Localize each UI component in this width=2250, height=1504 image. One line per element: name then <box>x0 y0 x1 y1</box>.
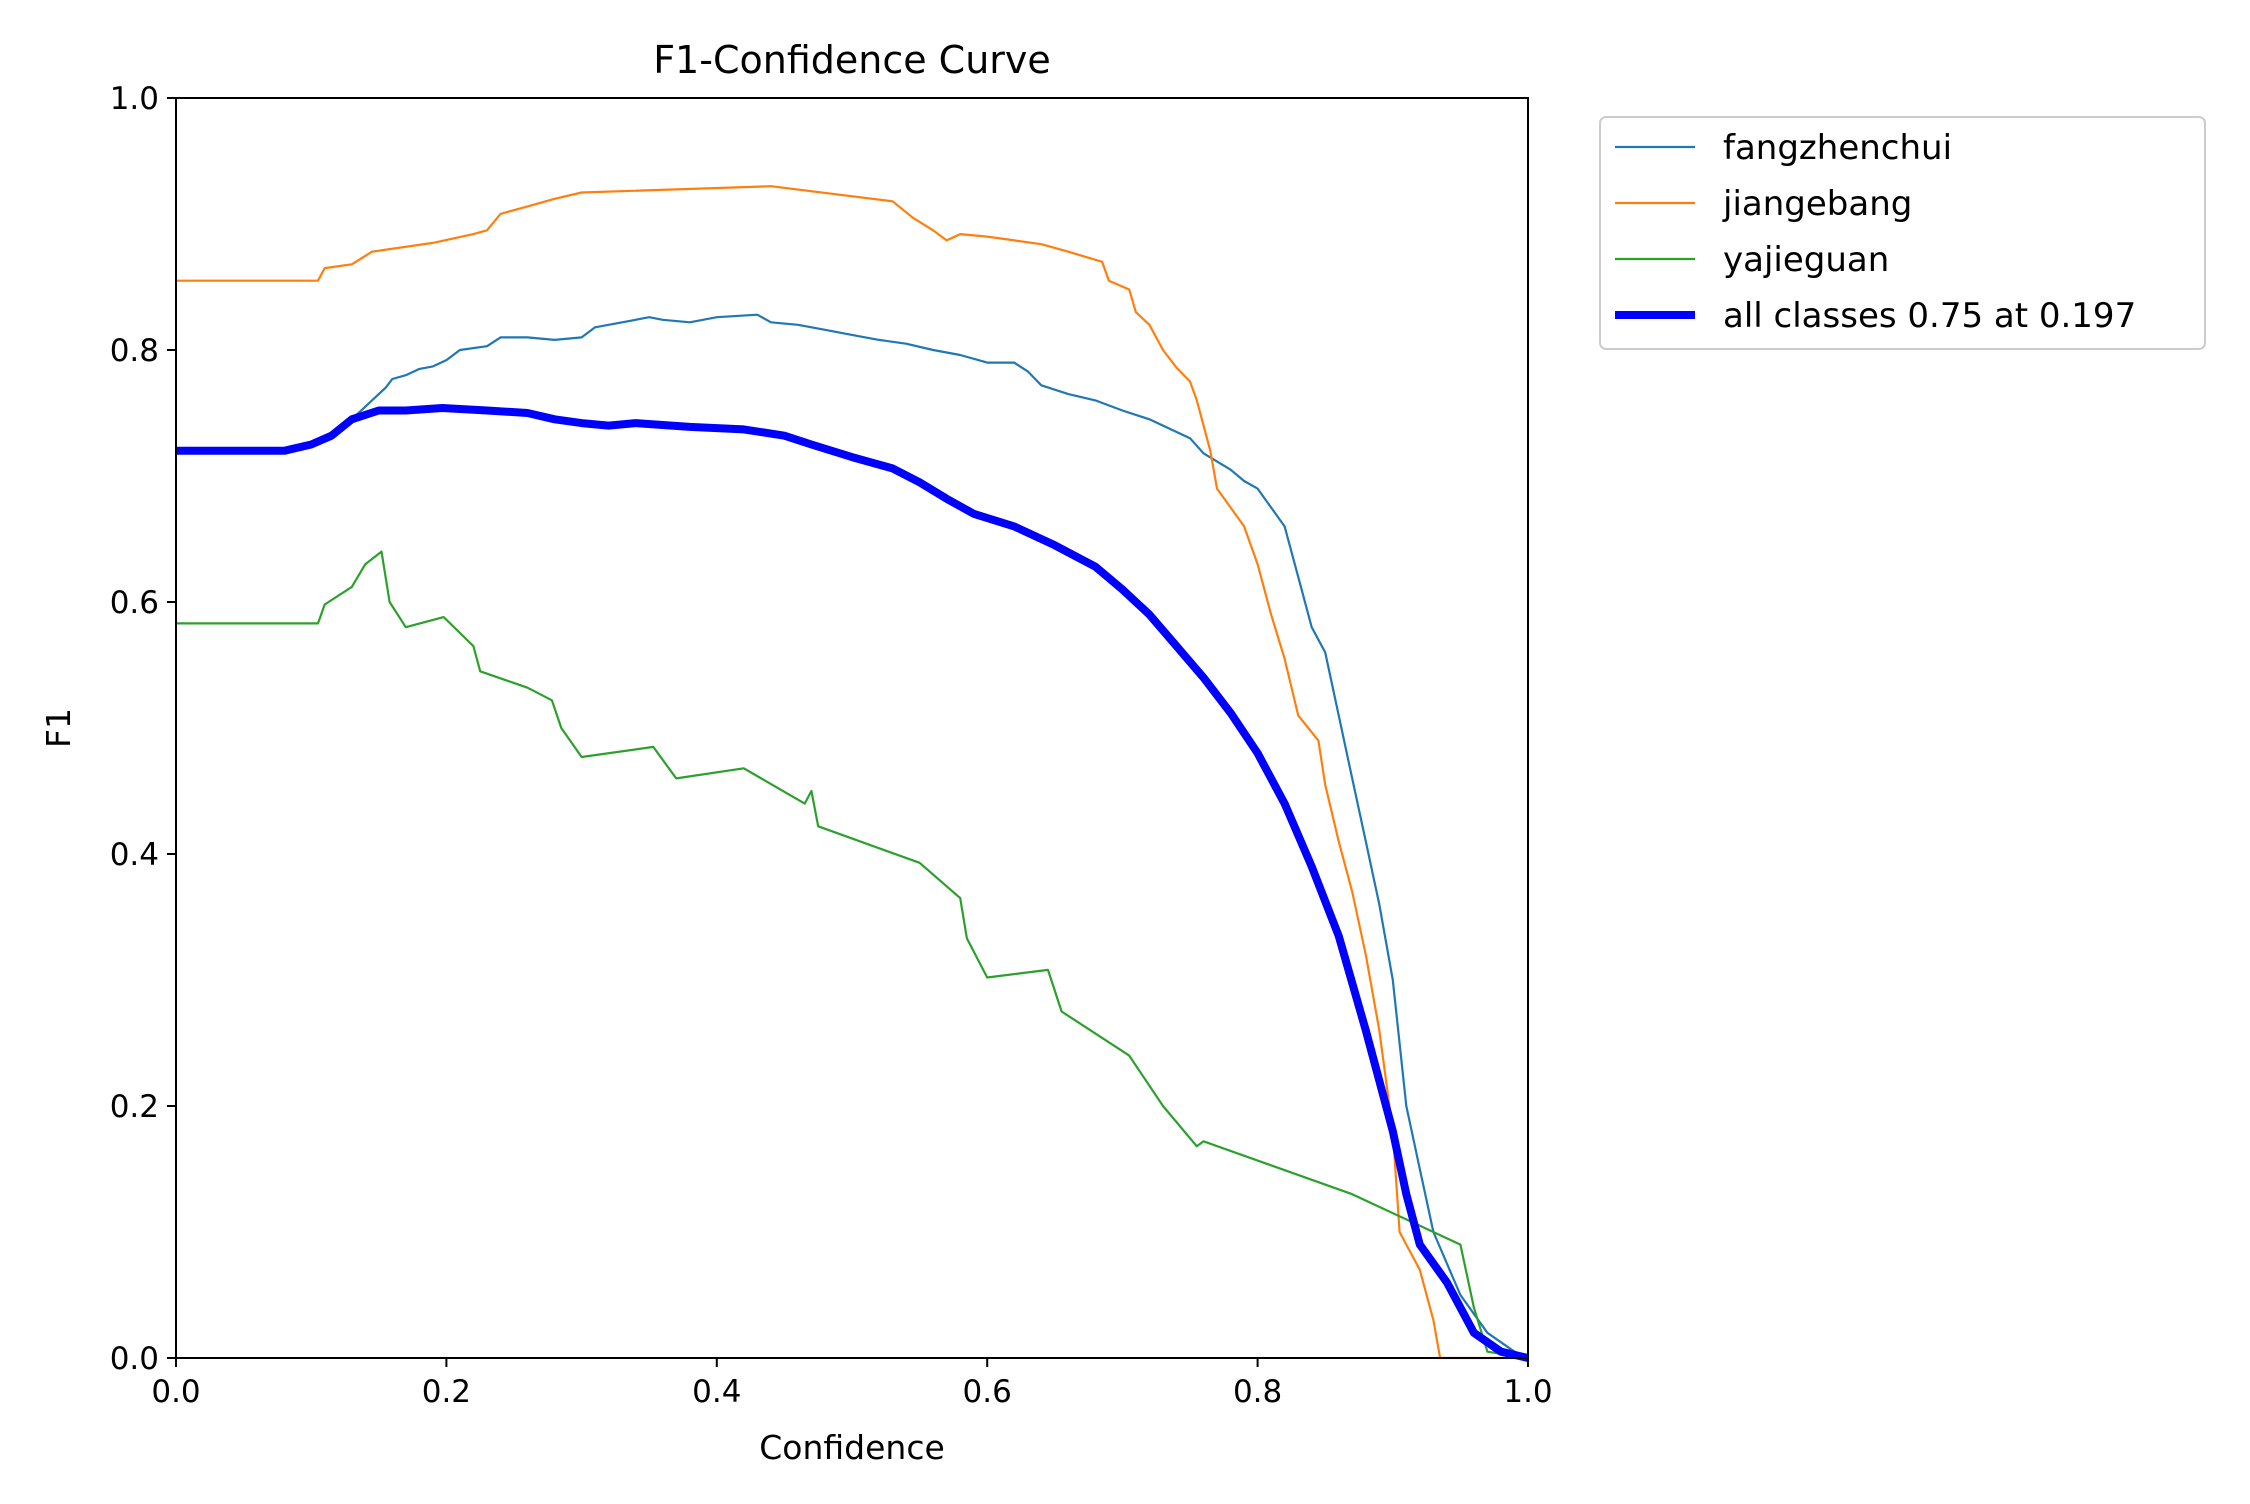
legend: fangzhenchui jiangebang yajieguan all class… <box>1599 116 2206 350</box>
y-tick-label: 0.4 <box>110 837 159 873</box>
x-tick-label: 0.4 <box>692 1374 741 1410</box>
series-line-yajieguan <box>176 550 1529 1360</box>
plot-frame <box>175 97 1529 1359</box>
y-tick-label: 0.8 <box>110 333 159 369</box>
series-layer <box>176 185 1529 1362</box>
y-tick-label: 1.0 <box>110 81 159 117</box>
x-tick-label: 0.0 <box>151 1374 200 1410</box>
x-tick-label: 1.0 <box>1503 1374 1552 1410</box>
series-line-jiangebang <box>176 185 1528 1360</box>
y-axis-ticks: 0.0 0.2 0.4 0.6 0.8 1.0 <box>110 81 176 1377</box>
legend-label-yajieguan: yajieguan <box>1723 240 1889 280</box>
legend-label-fangzhenchui: fangzhenchui <box>1723 128 1952 168</box>
legend-label-jiangebang: jiangebang <box>1722 184 1912 224</box>
legend-label-all-classes-0-75-at-0-197: all classes 0.75 at 0.197 <box>1723 296 2136 336</box>
y-tick-label: 0.0 <box>110 1341 159 1377</box>
legend-box <box>1599 116 2206 350</box>
series-line-all-classes-0-75-at-0-197 <box>176 404 1529 1362</box>
y-axis-label: F1 <box>39 708 78 748</box>
y-tick-label: 0.2 <box>110 1089 159 1125</box>
x-tick-label: 0.8 <box>1233 1374 1282 1410</box>
x-axis-label: Confidence <box>759 1428 945 1467</box>
legend-entries: fangzhenchui jiangebang yajieguan all class… <box>1615 128 2136 336</box>
y-tick-label: 0.6 <box>110 585 159 621</box>
x-tick-label: 0.2 <box>422 1374 471 1410</box>
series-line-fangzhenchui <box>176 313 1529 1359</box>
chart-title: F1-Confidence Curve <box>653 38 1051 82</box>
x-axis-ticks: 0.0 0.2 0.4 0.6 0.8 1.0 <box>151 1358 1553 1410</box>
x-tick-label: 0.6 <box>963 1374 1012 1410</box>
